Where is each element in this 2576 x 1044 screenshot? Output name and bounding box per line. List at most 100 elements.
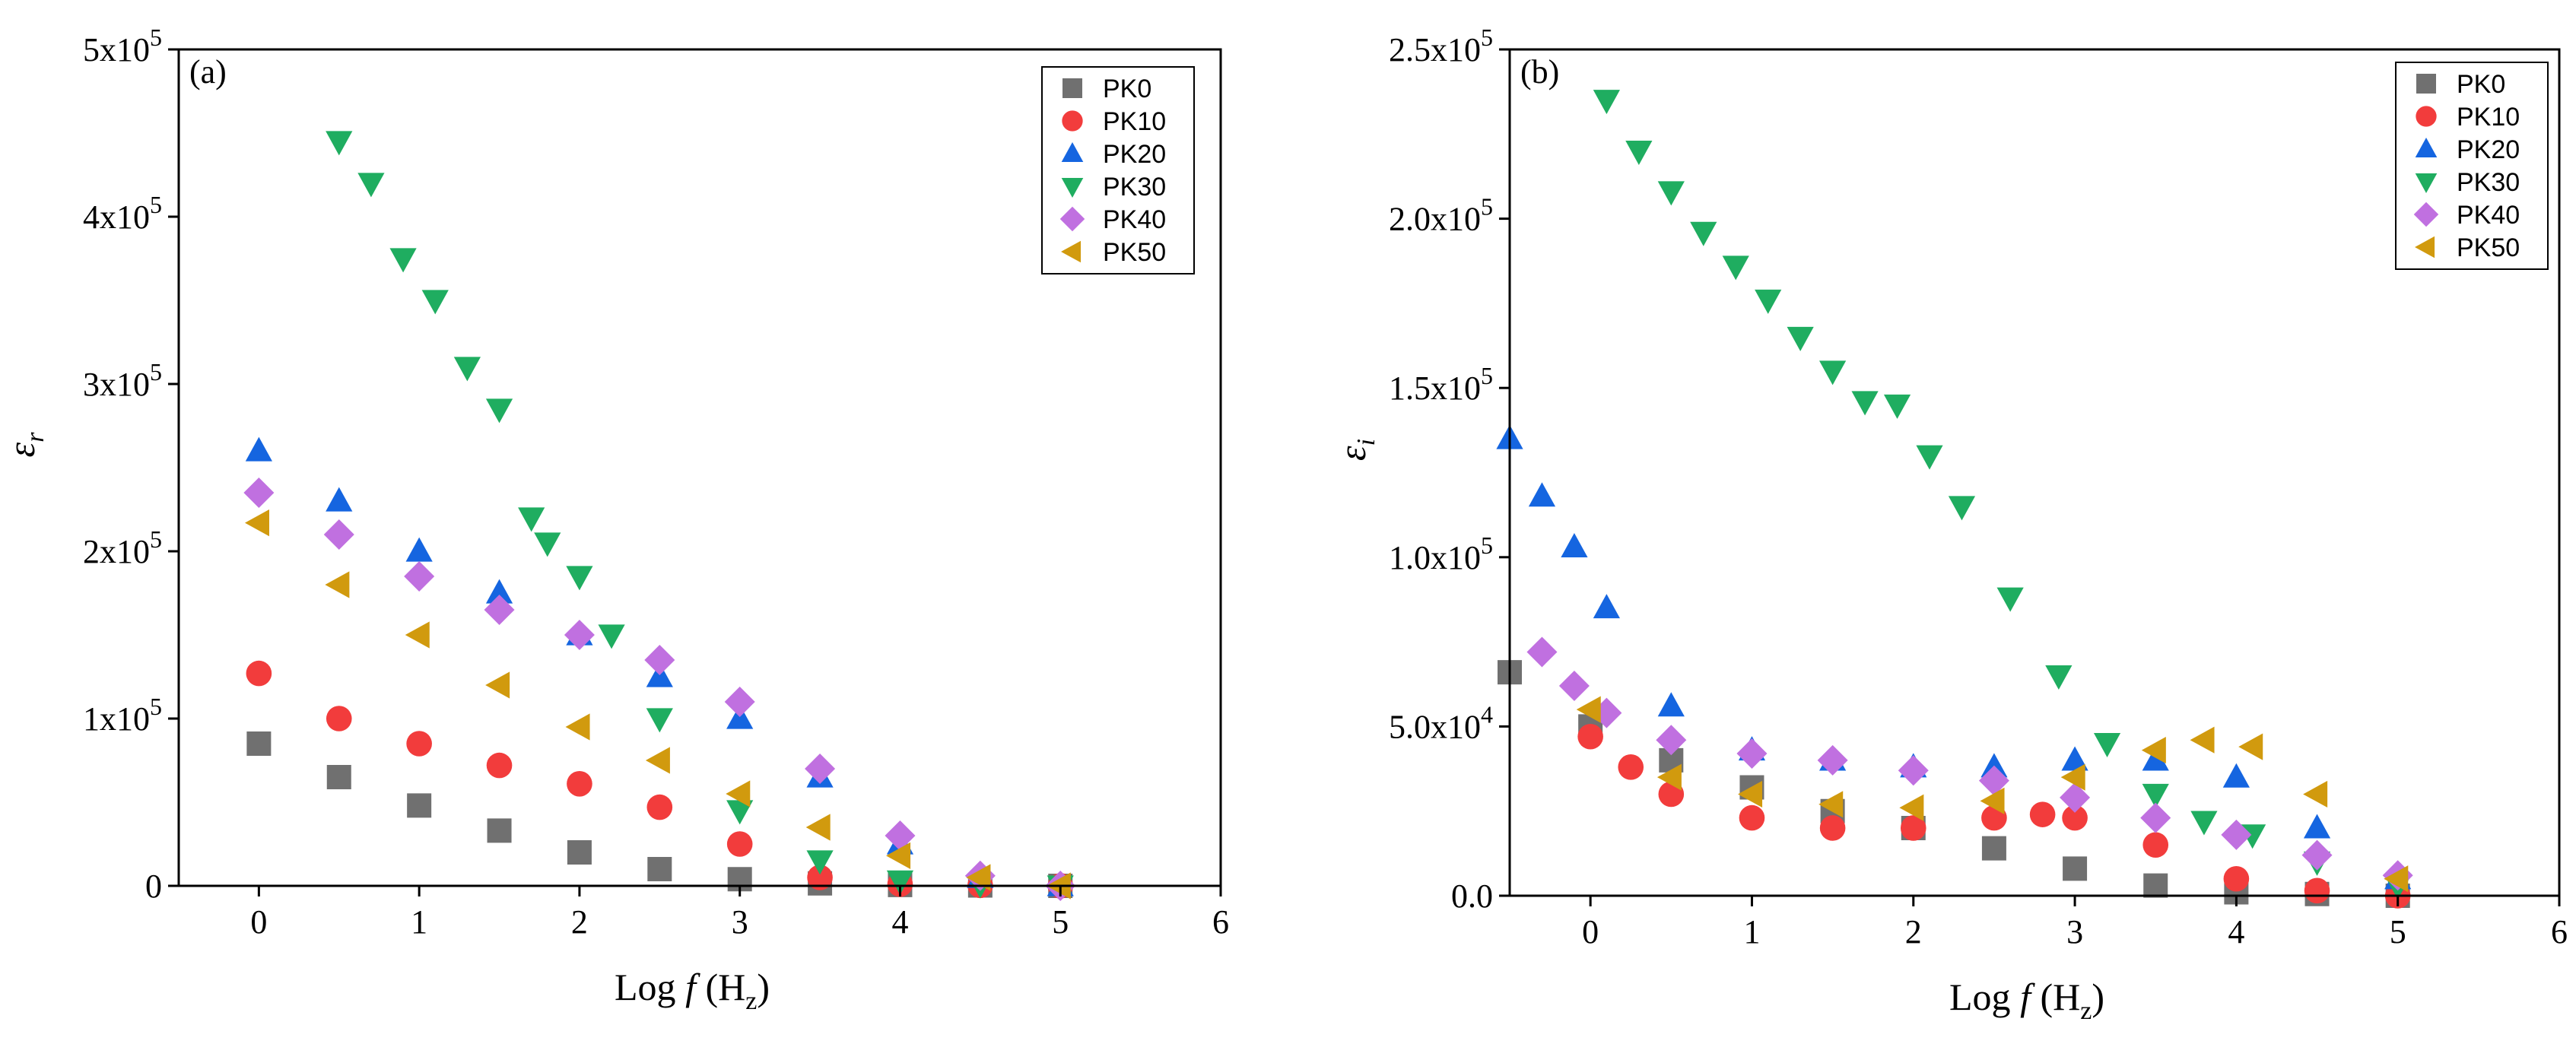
legend-marker — [1062, 110, 1083, 132]
data-point — [1883, 394, 1911, 419]
data-point — [1817, 744, 1848, 776]
data-point — [325, 571, 350, 598]
legend-marker — [2416, 74, 2436, 94]
data-point — [2140, 802, 2171, 833]
data-point — [405, 621, 430, 649]
data-point — [1561, 533, 1588, 558]
plot-area — [243, 131, 1076, 901]
data-point — [485, 671, 510, 699]
data-point — [1819, 815, 1846, 841]
data-point — [726, 800, 754, 825]
data-point — [726, 780, 751, 808]
data-point — [326, 765, 351, 789]
series-pk40 — [243, 478, 1076, 901]
data-point — [1577, 723, 1603, 750]
y-tick-label: 2x105 — [83, 525, 162, 570]
data-point — [2303, 780, 2328, 808]
legend-item-pk20: PK20 — [1061, 140, 1166, 169]
series-pk30 — [1593, 90, 2412, 900]
data-point — [357, 173, 385, 198]
plot-frame — [177, 48, 1222, 887]
legend-item-pk0: PK0 — [2416, 70, 2505, 99]
data-point — [485, 579, 513, 604]
series-pk50 — [244, 509, 1071, 900]
legend-item-pk40: PK40 — [2413, 201, 2520, 230]
data-point — [1980, 787, 2005, 814]
x-tick-label: 4 — [891, 903, 908, 941]
data-point — [805, 754, 836, 784]
data-point — [1739, 804, 1765, 831]
plot-frame — [1508, 48, 2561, 897]
x-axis-title: Log f (Hz) — [615, 966, 770, 1015]
data-point — [246, 660, 272, 687]
data-point — [246, 731, 272, 756]
data-point — [2045, 665, 2073, 690]
x-axis-title: Log f (Hz) — [1949, 976, 2104, 1025]
data-point — [1818, 791, 1844, 818]
data-point — [518, 507, 545, 532]
data-point — [1558, 670, 1590, 701]
data-point — [1981, 836, 2006, 861]
data-point — [1898, 755, 1929, 786]
x-tick-label: 0 — [1582, 913, 1599, 950]
data-point — [567, 840, 592, 865]
data-point — [1736, 738, 1768, 770]
data-point — [645, 747, 670, 774]
legend-item-pk50: PK50 — [1061, 238, 1166, 267]
legend-label: PK0 — [2457, 70, 2505, 99]
data-point — [486, 752, 513, 779]
series-pk50 — [1576, 696, 2409, 893]
data-point — [806, 850, 834, 875]
data-point — [1978, 765, 2009, 796]
legend-box — [2395, 62, 2549, 270]
legend-label: PK30 — [2457, 168, 2520, 197]
series-pk20 — [1496, 424, 2412, 890]
data-point — [1656, 725, 1687, 756]
data-point — [966, 864, 991, 891]
data-point — [2061, 746, 2088, 771]
data-point — [2238, 733, 2263, 760]
data-point — [2384, 865, 2409, 893]
data-point — [2142, 783, 2169, 808]
data-point — [326, 131, 353, 156]
legend-marker — [2415, 138, 2438, 158]
x-tick-label: 1 — [411, 903, 427, 941]
data-point — [2060, 782, 2091, 813]
series-pk0 — [1498, 660, 2410, 908]
legend-marker — [1061, 142, 1084, 163]
x-tick-label: 2 — [1905, 913, 1922, 950]
x-tick-label: 0 — [250, 903, 267, 941]
data-point — [1996, 587, 2024, 612]
legend-marker — [1059, 206, 1085, 232]
data-point — [1690, 221, 1717, 246]
data-point — [326, 487, 353, 512]
legend-label: PK50 — [1103, 238, 1166, 267]
data-point — [2062, 804, 2088, 831]
data-point — [534, 532, 561, 557]
data-point — [2063, 856, 2088, 881]
data-point — [646, 794, 673, 820]
data-point — [1528, 482, 1556, 507]
legend-marker — [2413, 202, 2439, 227]
panel-label: (a) — [189, 53, 227, 90]
data-point — [2221, 819, 2252, 850]
data-point — [487, 818, 512, 843]
y-axis-title: εr — [0, 432, 49, 458]
data-point — [404, 561, 435, 592]
data-point — [1899, 794, 1924, 821]
data-point — [1900, 815, 1926, 841]
data-point — [323, 519, 354, 550]
data-point — [2190, 811, 2218, 836]
data-point — [2222, 763, 2250, 788]
data-point — [646, 708, 673, 733]
data-point — [1625, 140, 1653, 165]
data-point — [2060, 763, 2085, 791]
data-point — [565, 713, 590, 741]
data-point — [1526, 636, 1558, 668]
y-tick-label: 1.0x105 — [1389, 532, 1493, 576]
data-point — [807, 865, 833, 890]
data-point — [2029, 801, 2056, 827]
data-point — [885, 820, 916, 851]
data-point — [2304, 877, 2330, 904]
